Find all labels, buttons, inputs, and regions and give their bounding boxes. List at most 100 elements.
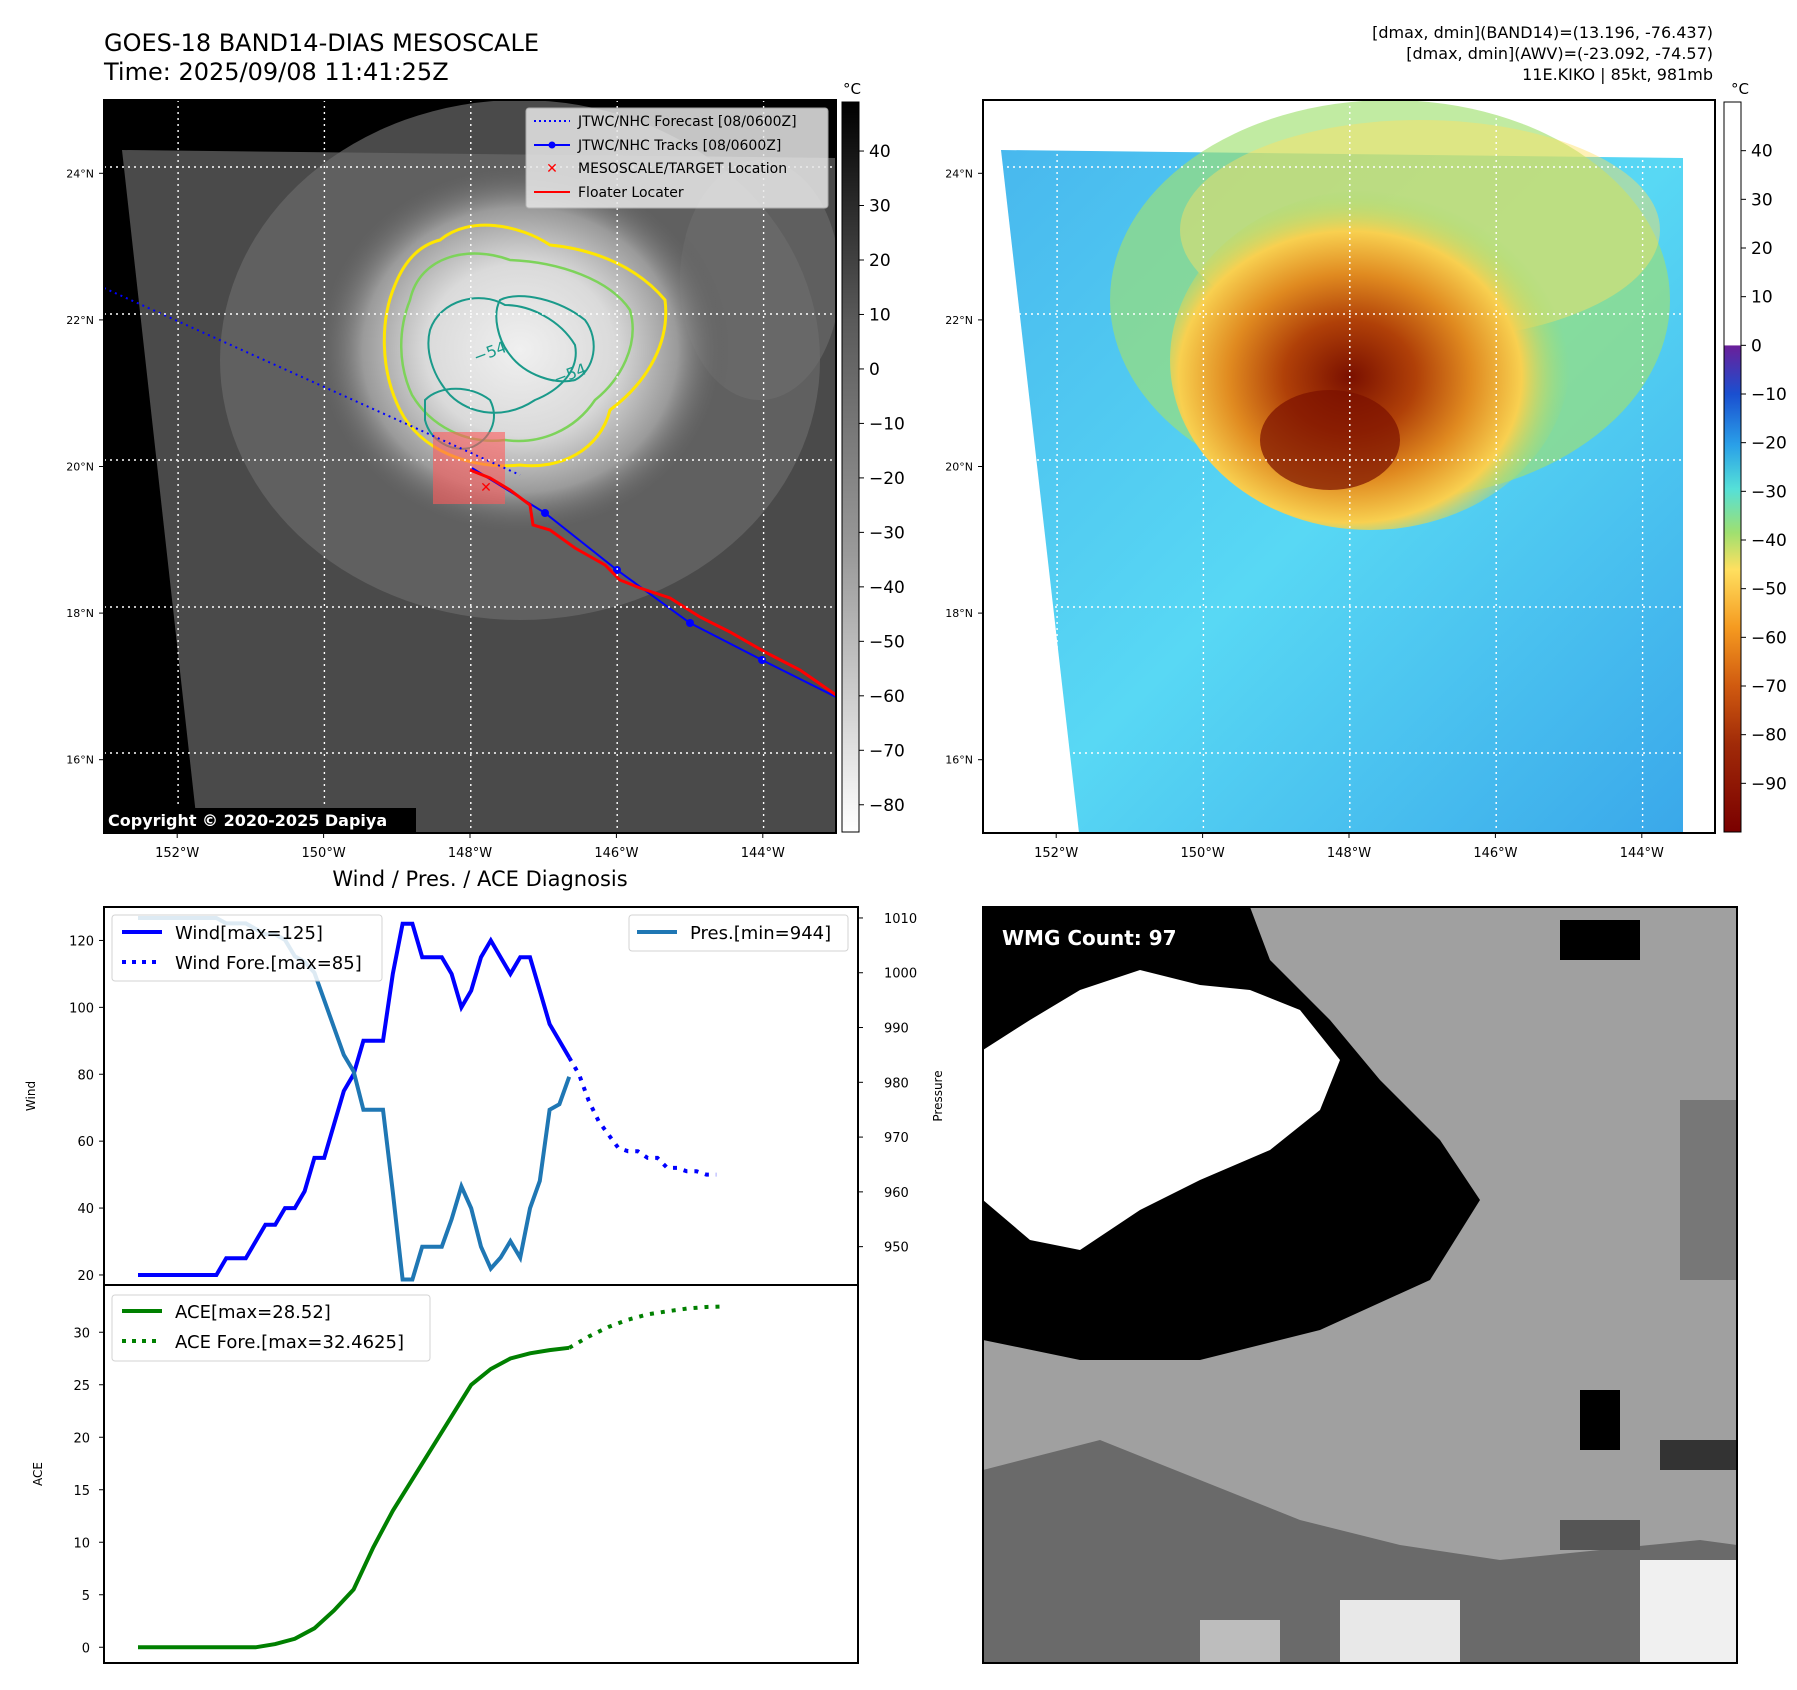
storm-info: 11E.KIKO | 85kt, 981mb <box>1522 65 1713 84</box>
wind-tick-label: 100 <box>69 1001 94 1016</box>
ir-lon-label: 144°W <box>741 846 785 861</box>
diagnosis-title: Wind / Pres. / ACE Diagnosis <box>332 867 627 891</box>
ir-colorbar-label: 20 <box>869 251 891 271</box>
ace-tick-label: 0 <box>82 1641 90 1656</box>
wind-tick-label: 120 <box>69 934 94 949</box>
awv-panel: °C 40 30 20 10 0 −10 −20 −30 −40 −50 −60 −70 −80 −90 <box>982 80 1787 834</box>
contour-teal-1 <box>427 297 577 414</box>
contour-teal-2 <box>495 295 595 383</box>
awv-range: [dmax, dmin](AWV)=(-23.092, -74.57) <box>1406 44 1713 63</box>
ir-colorbar-label: −40 <box>869 578 905 598</box>
pressure-tick-label: 990 <box>884 1022 909 1037</box>
awv-colorbar-label: −30 <box>1751 482 1787 502</box>
awv-lat-label: 20°N <box>945 461 973 474</box>
ir-lon-label: 152°W <box>155 846 199 861</box>
legend-floater: Floater Locater <box>578 185 684 201</box>
band14-range: [dmax, dmin](BAND14)=(13.196, -76.437) <box>1372 23 1713 42</box>
legend-target-swatch: ✕ <box>546 161 558 177</box>
wind-legend-label: Wind[max=125] <box>175 923 323 944</box>
awv-colorbar-label: 10 <box>1751 288 1773 308</box>
figure-time: Time: 2025/09/08 11:41:25Z <box>103 58 449 86</box>
pressure-tick-label: 1000 <box>884 967 917 982</box>
awv-lat-label: 22°N <box>945 314 973 327</box>
ace-series <box>138 1304 727 1650</box>
awv-colorbar-label: −90 <box>1751 774 1787 794</box>
wmg-gray-band <box>983 1440 1737 1663</box>
wind-tick-label: 40 <box>77 1202 94 1217</box>
awv-gridlines <box>983 100 1715 833</box>
target-marker: ✕ <box>480 480 492 496</box>
awv-colorbar-ticks: 40 30 20 10 0 −10 −20 −30 −40 −50 −60 −70 −80 −90 <box>1741 142 1787 794</box>
contour-yellow <box>382 223 668 468</box>
ir-colorbar-label: −20 <box>869 469 905 489</box>
wmg-count-label: WMG Count: 97 <box>1002 926 1177 950</box>
wmg-panel: WMG Count: 97 <box>982 906 1738 1664</box>
wind-tick-label: 80 <box>77 1068 94 1083</box>
ir-lon-label: 148°W <box>448 846 492 861</box>
awv-lat-label: 18°N <box>945 607 973 620</box>
wmg-count-box <box>993 921 1192 954</box>
ir-lon-label: 146°W <box>594 846 638 861</box>
ace-tick-label: 30 <box>73 1326 90 1341</box>
ace-tick-label: 25 <box>73 1379 90 1394</box>
ir-colorbar-label: −10 <box>869 414 905 434</box>
ir-colorbar-unit: °C <box>843 80 861 98</box>
awv-colorbar-label: −10 <box>1751 385 1787 405</box>
awv-colorbar-label: −60 <box>1751 628 1787 648</box>
figure-title: GOES-18 BAND14-DIAS MESOSCALE <box>104 29 539 57</box>
awv-colorbar-label: 0 <box>1751 336 1762 356</box>
floater-locator-line <box>469 468 836 697</box>
awv-colorbar-label: −40 <box>1751 531 1787 551</box>
awv-colorbar-label: −70 <box>1751 677 1787 697</box>
pressure-legend-label: Pres.[min=944] <box>690 923 831 944</box>
awv-colorbar-label: 20 <box>1751 239 1773 259</box>
ace-line-0 <box>138 1345 570 1650</box>
ir-colorbar-label: −60 <box>869 687 905 707</box>
wind-axis-label: Wind <box>24 1081 38 1111</box>
ace-ticks: 0 5 10 15 20 25 30 <box>73 1326 104 1656</box>
legend-forecast: JTWC/NHC Forecast [08/0600Z] <box>577 114 797 130</box>
copyright-text: Copyright © 2020-2025 Dapiya <box>108 811 387 830</box>
awv-colorbar <box>1723 101 1742 833</box>
wind-legend-box <box>111 914 383 982</box>
mesoscale-target-box <box>433 432 505 504</box>
ir-lon-label: 150°W <box>302 846 346 861</box>
ace-legend-label: ACE[max=28.52] <box>175 1302 331 1323</box>
pressure-tick-label: 960 <box>884 1186 909 1201</box>
wmg-frame <box>982 906 1738 1664</box>
observed-track-line <box>471 467 836 698</box>
awv-lon-label: 146°W <box>1473 846 1517 861</box>
ir-colorbar-ticks: 40 30 20 10 0 −10 −20 −30 −40 −50 −60 −70 −80 <box>859 142 905 816</box>
ir-lat-label: 20°N <box>66 461 94 474</box>
wind-tick-label: 20 <box>77 1269 94 1284</box>
awv-colorbar-label: 40 <box>1751 142 1773 162</box>
legend-tracks: JTWC/NHC Tracks [08/0600Z] <box>577 138 781 154</box>
ir-storm-cloud <box>310 160 730 540</box>
wind-tick-label: 60 <box>77 1135 94 1150</box>
ace-fore-legend-label: ACE Fore.[max=32.4625] <box>175 1332 404 1353</box>
pressure-tick-label: 980 <box>884 1076 909 1091</box>
awv-lon-label: 148°W <box>1327 846 1371 861</box>
pressure-tick-label: 950 <box>884 1241 909 1256</box>
ir-colorbar-label: −80 <box>869 796 905 816</box>
ace-tick-label: 15 <box>73 1484 90 1499</box>
awv-lat-label: 24°N <box>945 167 973 180</box>
ace-tick-label: 5 <box>82 1589 90 1604</box>
awv-colorbar-label: −20 <box>1751 434 1787 454</box>
awv-lat-label: 16°N <box>945 754 973 767</box>
ir-lat-label: 16°N <box>66 754 94 767</box>
wmg-white-region <box>983 970 1340 1250</box>
pressure-tick-label: 1010 <box>884 912 917 927</box>
ir-colorbar-label: −30 <box>869 523 905 543</box>
ir-lat-label: 22°N <box>66 314 94 327</box>
ir-legend: JTWC/NHC Forecast [08/0600Z] JTWC/NHC Tr… <box>525 107 829 209</box>
awv-lon-label: 150°W <box>1181 846 1225 861</box>
pressure-legend-box <box>628 914 849 952</box>
ir-lat-label: 18°N <box>66 607 94 620</box>
pressure-axis-label: Pressure <box>931 1070 945 1121</box>
contour-green <box>400 252 634 443</box>
ir-panel: −54 −54 ✕ Copyright © 2020-2025 Dapiya J… <box>103 80 905 834</box>
awv-lon-label: 144°W <box>1620 846 1664 861</box>
ace-chart: ACE 0 5 10 15 20 25 30 ACE[max=28.52] ACE Fore… <box>31 1284 859 1664</box>
